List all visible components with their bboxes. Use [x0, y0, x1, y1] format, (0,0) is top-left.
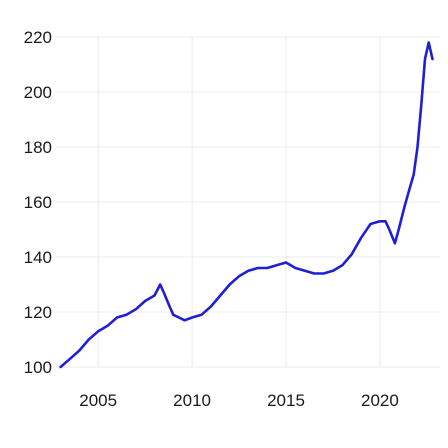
x-tick-label: 2005	[79, 391, 117, 410]
y-tick-label: 120	[24, 303, 52, 322]
y-tick-label: 220	[24, 28, 52, 47]
y-tick-label: 160	[24, 193, 52, 212]
y-tick-label: 100	[24, 358, 52, 377]
x-tick-label: 2010	[173, 391, 211, 410]
x-tick-label: 2020	[361, 391, 399, 410]
grid-lines	[55, 36, 440, 368]
y-axis-ticks: 100 120 140 160 180 200 220	[24, 28, 52, 377]
y-tick-label: 200	[24, 83, 52, 102]
y-tick-label: 140	[24, 248, 52, 267]
series-line	[59, 41, 434, 369]
x-tick-label: 2015	[267, 391, 305, 410]
y-tick-label: 180	[24, 138, 52, 157]
x-axis-ticks: 2005 2010 2015 2020	[79, 391, 399, 410]
